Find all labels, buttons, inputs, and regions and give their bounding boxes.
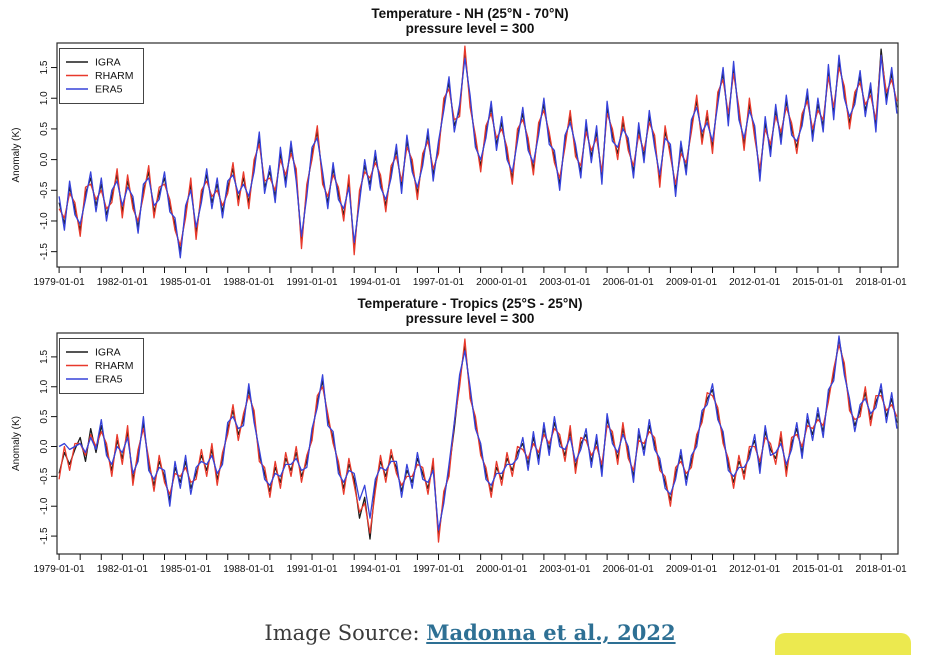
y-tick-label: -1.0 (39, 497, 50, 515)
x-tick-label: 2015-01-01 (792, 277, 844, 288)
x-tick-label: 2006-01-01 (603, 277, 655, 288)
x-tick-label: 2018-01-01 (856, 277, 908, 288)
x-tick-label: 1988-01-01 (223, 277, 275, 288)
plot-box (56, 42, 899, 268)
x-tick-label: 1997-01-01 (413, 277, 465, 288)
series-line-era5 (58, 54, 898, 259)
x-tick-label: 2006-01-01 (603, 564, 655, 575)
x-tick-label: 1997-01-01 (413, 564, 465, 575)
x-tick-label: 1982-01-01 (97, 277, 149, 288)
legend-label-igra: IGRA (95, 347, 121, 359)
x-tick-label: 2009-01-01 (666, 277, 718, 288)
y-tick-label: -0.5 (39, 467, 50, 485)
x-tick-label: 1994-01-01 (350, 277, 402, 288)
x-tick-label: 1988-01-01 (223, 564, 275, 575)
x-tick-label: 2018-01-01 (856, 564, 908, 575)
source-link[interactable]: Madonna et al., 2022 (426, 620, 676, 645)
x-tick-label: 1979-01-01 (34, 564, 86, 575)
y-axis-title: Anomaly (K) (11, 127, 22, 182)
chart-tropics-title: Temperature - Tropics (25°S - 25°N) (357, 296, 583, 311)
legend-label-rharm: RHARM (95, 70, 134, 82)
series-line-rharm (58, 338, 898, 543)
legend-label-era5: ERA5 (95, 84, 123, 96)
x-tick-label: 1991-01-01 (286, 277, 338, 288)
x-tick-label: 2009-01-01 (666, 564, 718, 575)
y-tick-label: 1.0 (39, 91, 50, 105)
y-tick-label: -1.5 (39, 527, 50, 545)
chart-nh-title-block: Temperature - NH (25°N - 70°N) pressure … (0, 6, 940, 36)
x-tick-label: 1982-01-01 (97, 564, 149, 575)
y-tick-label: 1.5 (39, 350, 50, 364)
y-tick-label: 1.0 (39, 379, 50, 393)
legend-label-rharm: RHARM (95, 360, 134, 372)
y-tick-label: 0.5 (39, 122, 50, 136)
x-tick-label: 1979-01-01 (34, 277, 86, 288)
y-axis-title: Anomaly (K) (11, 416, 22, 471)
y-tick-label: 0.5 (39, 409, 50, 423)
x-tick-label: 2003-01-01 (539, 564, 591, 575)
x-tick-label: 2003-01-01 (539, 277, 591, 288)
y-tick-label: -1.5 (39, 243, 50, 261)
image-source-caption: Image Source: Madonna et al., 2022 (0, 620, 940, 645)
chart-tropics-title-block: Temperature - Tropics (25°S - 25°N) pres… (0, 296, 940, 326)
y-tick-label: -1.0 (39, 212, 50, 230)
highlight-marker (775, 633, 911, 655)
y-tick-label: 0.0 (39, 439, 50, 453)
x-tick-label: 2015-01-01 (792, 564, 844, 575)
y-tick-label: 1.5 (39, 60, 50, 74)
x-tick-label: 2012-01-01 (729, 277, 781, 288)
y-tick-label: -0.5 (39, 181, 50, 199)
x-tick-label: 1991-01-01 (286, 564, 338, 575)
chart-nh-plot: -1.5 -1.0 -0.5 0.0 0.5 1.0 1.5 Anomaly (K) 1979-… (11, 42, 908, 288)
legend-label-igra: IGRA (95, 57, 121, 69)
chart-nh-subtitle: pressure level = 300 (405, 21, 535, 36)
chart-nh-title: Temperature - NH (25°N - 70°N) (371, 6, 569, 21)
chart-tropics-subtitle: pressure level = 300 (405, 311, 535, 326)
y-tick-label: 0.0 (39, 152, 50, 166)
legend-label-era5: ERA5 (95, 374, 123, 386)
x-tick-label: 2012-01-01 (729, 564, 781, 575)
plot-box (56, 332, 899, 555)
x-tick-label: 2000-01-01 (476, 564, 528, 575)
x-tick-label: 1985-01-01 (160, 277, 212, 288)
chart-tropics-plot: -1.5 -1.0 -0.5 0.0 0.5 1.0 1.5 Anomaly (K) 1979-… (11, 332, 908, 575)
image-source-label: Image Source: (264, 621, 427, 645)
x-tick-label: 1985-01-01 (160, 564, 212, 575)
series-line-era5 (58, 335, 898, 531)
x-tick-label: 1994-01-01 (350, 564, 402, 575)
x-tick-label: 2000-01-01 (476, 277, 528, 288)
